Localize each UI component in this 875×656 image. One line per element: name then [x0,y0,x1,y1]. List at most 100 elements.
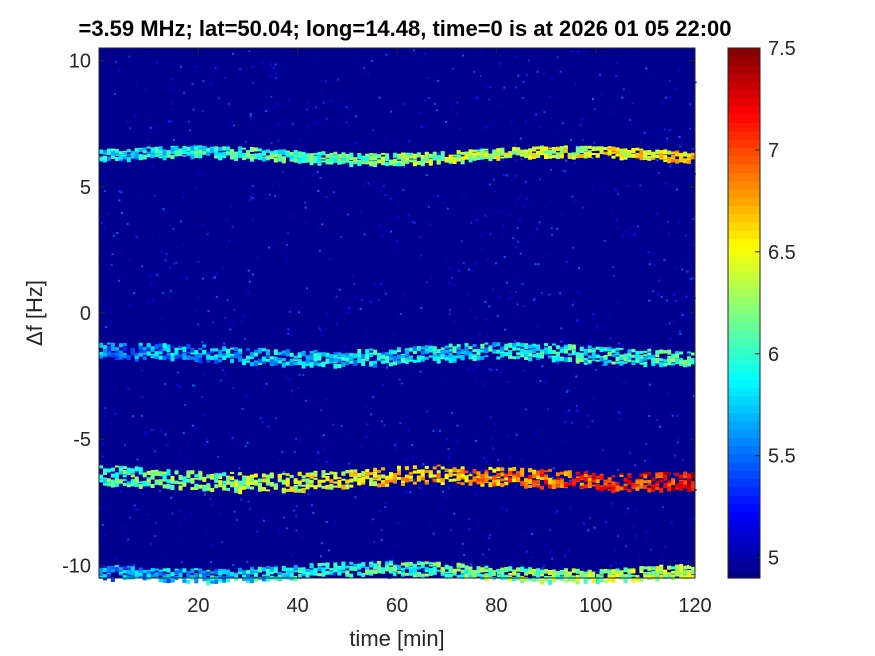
heatmap-cell [520,151,525,157]
heatmap-cell [270,95,273,98]
heatmap-cell [275,77,278,79]
heatmap-cell [551,343,556,346]
heatmap-cell [460,563,465,568]
heatmap-cell [540,354,544,357]
heatmap-cell [231,437,234,440]
heatmap-cell [318,249,321,252]
heatmap-cell [341,357,346,361]
heatmap-cell [469,472,472,474]
heatmap-cell [190,145,195,151]
heatmap-cell [500,574,505,580]
heatmap-cell [525,197,528,200]
heatmap-cell [171,108,174,111]
heatmap-cell [176,340,179,343]
heatmap-cell [325,461,328,464]
heatmap-cell [230,483,235,488]
heatmap-cell [397,354,401,360]
heatmap-cell [451,284,454,287]
heatmap-cell [655,480,660,485]
heatmap-cell [100,228,103,231]
heatmap-cell [503,86,506,89]
heatmap-cell [659,425,661,428]
heatmap-cell [607,479,612,483]
heatmap-cell [122,474,127,478]
heatmap-cell [190,150,195,154]
heatmap-cell [103,178,106,181]
heatmap-cell [577,291,580,294]
heatmap-cell [611,489,616,493]
heatmap-cell [337,207,340,210]
heatmap-cell [615,347,620,351]
heatmap-cell [353,361,358,367]
heatmap-cell [452,154,457,157]
heatmap-cell [440,567,445,573]
heatmap-cell [210,554,213,557]
heatmap-cell [234,353,239,359]
heatmap-cell [397,349,401,353]
heatmap-cell [432,562,437,567]
heatmap-cell [460,466,465,471]
heatmap-cell [528,577,533,581]
heatmap-cell [198,172,201,175]
heatmap-cell [170,151,175,155]
heatmap-cell [293,505,296,508]
heatmap-cell [471,213,474,216]
heatmap-cell [142,482,147,487]
heatmap-cell [623,361,628,364]
heatmap-cell [222,577,227,583]
heatmap-cell [449,281,451,284]
heatmap-cell [178,570,183,576]
heatmap-cell [130,468,135,472]
heatmap-cell [507,550,510,553]
heatmap-cell [170,147,175,152]
heatmap-cell [513,311,516,314]
heatmap-cell [323,349,326,352]
heatmap-cell [133,504,136,507]
heatmap-cell [475,492,478,495]
heatmap-cell [506,174,509,177]
heatmap-cell [285,574,290,579]
heatmap-cell [506,434,509,437]
heatmap-cell [579,478,584,481]
heatmap-cell [138,149,143,152]
heatmap-cell [436,356,441,360]
heatmap-cell [108,239,111,241]
heatmap-cell [508,456,511,459]
heatmap-cell [412,465,417,468]
heatmap-cell [550,116,553,119]
heatmap-cell [384,194,387,197]
heatmap-cell [659,349,664,354]
heatmap-cell [166,483,171,489]
heatmap-cell [500,478,505,482]
heatmap-cell [456,355,461,357]
heatmap-cell [257,486,262,492]
heatmap-cell [250,190,253,192]
heatmap-cell [591,359,596,362]
heatmap-cell [578,214,581,217]
heatmap-cell [537,263,540,266]
heatmap-cell [563,348,568,354]
heatmap-cell [507,297,510,300]
heatmap-cell [571,482,576,485]
heatmap-cell [285,349,290,354]
heatmap-cell [643,474,648,479]
heatmap-cell [393,162,397,167]
heatmap-cell [99,575,103,579]
heatmap-cell [172,346,174,349]
heatmap-cell [508,575,513,578]
heatmap-cell [340,236,343,239]
heatmap-cell [118,468,123,472]
y-tick-label: -10 [62,555,91,577]
heatmap-cell [575,146,580,152]
heatmap-cell [242,558,245,561]
heatmap-cell [187,120,190,123]
heatmap-cell [627,184,630,187]
heatmap-cell [612,439,615,442]
heatmap-cell [206,359,211,363]
heatmap-cell [669,245,672,248]
heatmap-cell [365,566,370,571]
heatmap-cell [138,567,143,571]
heatmap-cell [408,347,413,352]
heatmap-cell [231,225,234,228]
heatmap-cell [460,477,465,480]
